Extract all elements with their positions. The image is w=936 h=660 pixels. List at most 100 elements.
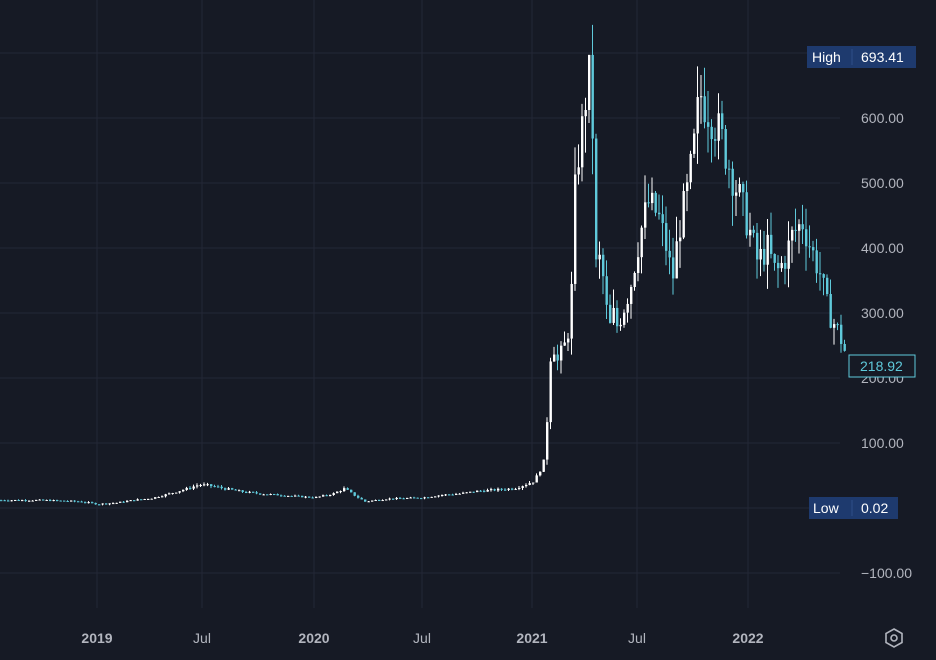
candle-body xyxy=(143,499,146,501)
candle xyxy=(815,238,818,283)
candle-body xyxy=(224,488,227,490)
y-tick-label: 600.00 xyxy=(861,110,904,126)
candle xyxy=(812,240,815,262)
candle xyxy=(588,54,591,124)
candle-body xyxy=(168,493,171,495)
candle-body xyxy=(189,487,192,489)
candle-body xyxy=(763,248,766,265)
candle-body xyxy=(315,496,318,498)
candle xyxy=(21,499,24,502)
candle-body xyxy=(500,488,503,490)
candle xyxy=(637,242,640,282)
candle-body xyxy=(829,293,832,328)
candle xyxy=(826,274,829,297)
candle-body xyxy=(728,168,731,170)
candle xyxy=(658,194,661,220)
candle-body xyxy=(595,138,598,260)
candle-body xyxy=(259,493,262,495)
candle xyxy=(605,260,608,319)
candle xyxy=(322,494,325,497)
candle xyxy=(577,144,580,185)
candle-body xyxy=(231,488,234,490)
candle-body xyxy=(269,494,272,496)
candle xyxy=(784,255,787,285)
candle xyxy=(752,225,755,238)
candle xyxy=(710,119,713,163)
candle xyxy=(311,496,314,499)
candle xyxy=(7,499,10,502)
candle xyxy=(297,494,300,497)
candle-body xyxy=(154,497,157,499)
y-tick-label: 300.00 xyxy=(861,305,904,321)
candle-body xyxy=(448,494,451,496)
candle xyxy=(430,496,433,498)
candle xyxy=(787,221,790,288)
candle xyxy=(304,496,307,499)
candle-body xyxy=(423,497,426,499)
candle xyxy=(427,496,430,499)
high-badge: High 693.41 xyxy=(807,46,916,68)
x-axis: 2019 Jul 2020 Jul 2021 Jul 2022 xyxy=(81,630,763,646)
settings-icon[interactable] xyxy=(883,627,905,649)
candle xyxy=(353,492,356,497)
candle xyxy=(255,491,258,495)
candle-body xyxy=(637,257,640,273)
candle-body xyxy=(462,492,465,494)
candle xyxy=(129,499,132,502)
candle-body xyxy=(213,486,216,488)
candle-body xyxy=(196,485,199,487)
candle xyxy=(154,497,157,500)
candle-body xyxy=(833,324,836,328)
candle-body xyxy=(346,488,349,490)
candle-body xyxy=(689,153,692,183)
candle xyxy=(437,495,440,498)
candle-body xyxy=(24,500,27,502)
candle xyxy=(843,339,846,352)
candle-body xyxy=(252,491,255,493)
candle-body xyxy=(626,303,629,313)
candle xyxy=(52,499,55,502)
candle-body xyxy=(549,361,552,423)
candle-body xyxy=(150,498,153,500)
candle-body xyxy=(399,497,402,499)
candle xyxy=(343,486,346,492)
candle xyxy=(406,497,409,500)
candle-body xyxy=(693,133,696,154)
candle xyxy=(595,133,598,268)
candle xyxy=(318,496,321,498)
candle-body xyxy=(605,276,608,305)
candle-body xyxy=(157,496,160,498)
candle xyxy=(490,487,493,492)
candle-body xyxy=(59,500,62,502)
candle-body xyxy=(136,499,139,501)
candle-body xyxy=(325,495,328,497)
candle-body xyxy=(836,324,839,326)
candle-body xyxy=(570,283,573,339)
candle xyxy=(119,501,122,503)
candle xyxy=(619,318,622,331)
candle xyxy=(59,500,62,502)
candle-body xyxy=(73,500,76,502)
candle xyxy=(371,500,374,502)
candle xyxy=(714,127,717,157)
candle xyxy=(385,499,388,501)
candle xyxy=(10,500,13,502)
candle xyxy=(581,103,584,182)
candle xyxy=(38,499,41,501)
candle-body xyxy=(66,501,69,503)
candle-body xyxy=(563,342,566,346)
candle xyxy=(791,226,794,263)
candle xyxy=(224,487,227,491)
candle xyxy=(609,294,612,324)
candle-body xyxy=(707,122,710,127)
candle xyxy=(703,67,706,129)
candle-body xyxy=(490,489,493,491)
candle xyxy=(556,344,559,371)
candle xyxy=(689,150,692,190)
candle xyxy=(763,231,766,272)
candle-body xyxy=(14,499,17,501)
candle xyxy=(672,237,675,295)
candle-body xyxy=(245,491,248,493)
